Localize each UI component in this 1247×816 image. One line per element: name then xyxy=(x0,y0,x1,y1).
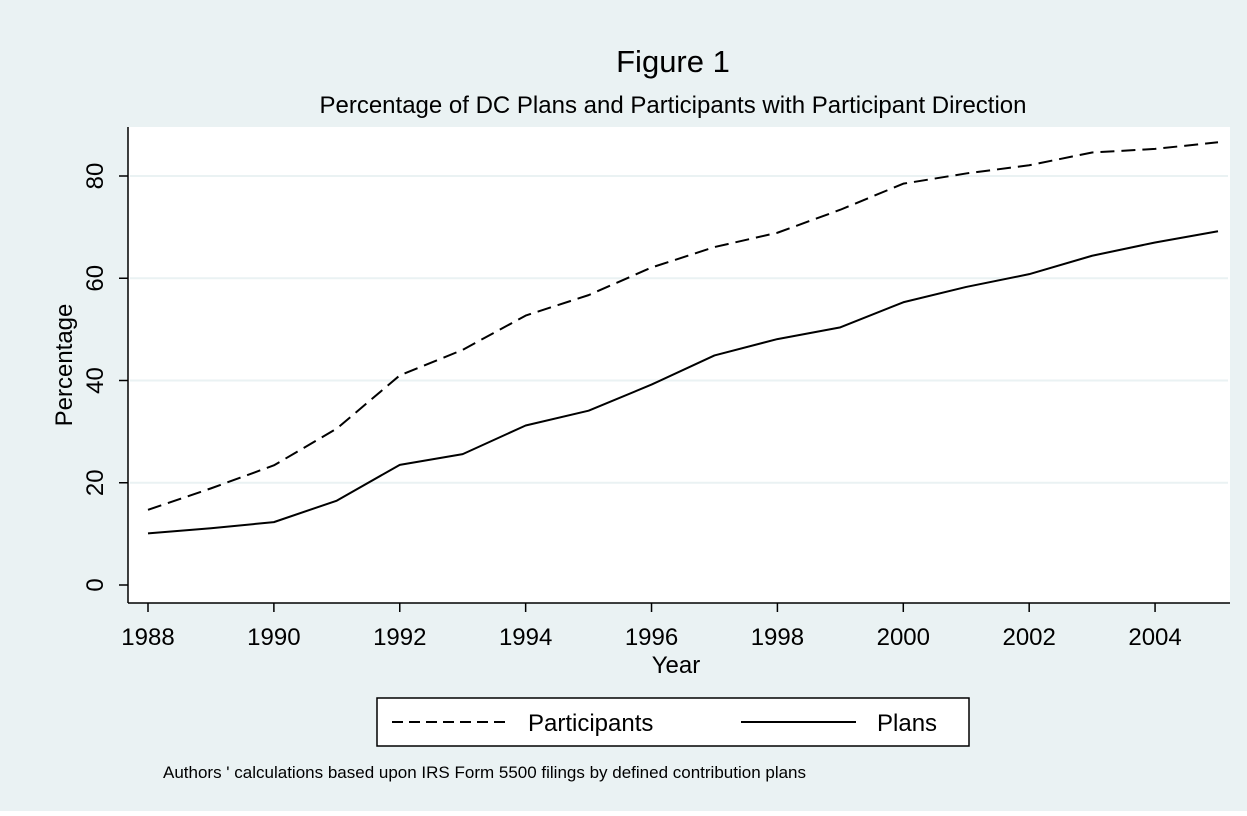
x-tick-label: 1990 xyxy=(247,624,300,651)
source-note: Authors ' calculations based upon IRS Fo… xyxy=(163,763,806,782)
y-axis-label: Percentage xyxy=(51,304,78,427)
x-tick-label: 1996 xyxy=(625,624,678,651)
x-tick-label: 2004 xyxy=(1128,624,1181,651)
y-tick-label: 20 xyxy=(82,469,109,496)
x-axis-label: Year xyxy=(652,652,701,679)
y-axis-ticks: 0 20 40 60 80 xyxy=(82,163,128,592)
series-lines xyxy=(147,141,1219,535)
axes xyxy=(127,127,1230,604)
series-line-participants xyxy=(147,141,1219,511)
y-tick-label: 0 xyxy=(82,578,109,591)
x-tick-label: 1992 xyxy=(373,624,426,651)
x-tick-label: 1988 xyxy=(121,624,174,651)
x-tick-label: 1994 xyxy=(499,624,552,651)
plot-area xyxy=(128,127,1230,603)
y-tick-label: 80 xyxy=(82,163,109,190)
chart-title: Figure 1 xyxy=(616,44,730,79)
x-tick-label: 2000 xyxy=(877,624,930,651)
gridlines xyxy=(130,175,1228,484)
legend-label-participants: Participants xyxy=(528,710,653,737)
x-tick-label: 1998 xyxy=(751,624,804,651)
legend: Participants Plans xyxy=(376,697,970,747)
x-tick-label: 2002 xyxy=(1002,624,1055,651)
y-tick-label: 40 xyxy=(82,367,109,394)
y-tick-label: 60 xyxy=(82,265,109,292)
x-axis-ticks: 1988 1990 1992 1994 1996 1998 2000 2002 2004 xyxy=(121,603,1182,651)
chart-subtitle: Percentage of DC Plans and Participants … xyxy=(319,92,1026,119)
legend-label-plans: Plans xyxy=(877,710,937,737)
legend-box xyxy=(376,697,970,747)
series-line-plans xyxy=(147,230,1219,535)
